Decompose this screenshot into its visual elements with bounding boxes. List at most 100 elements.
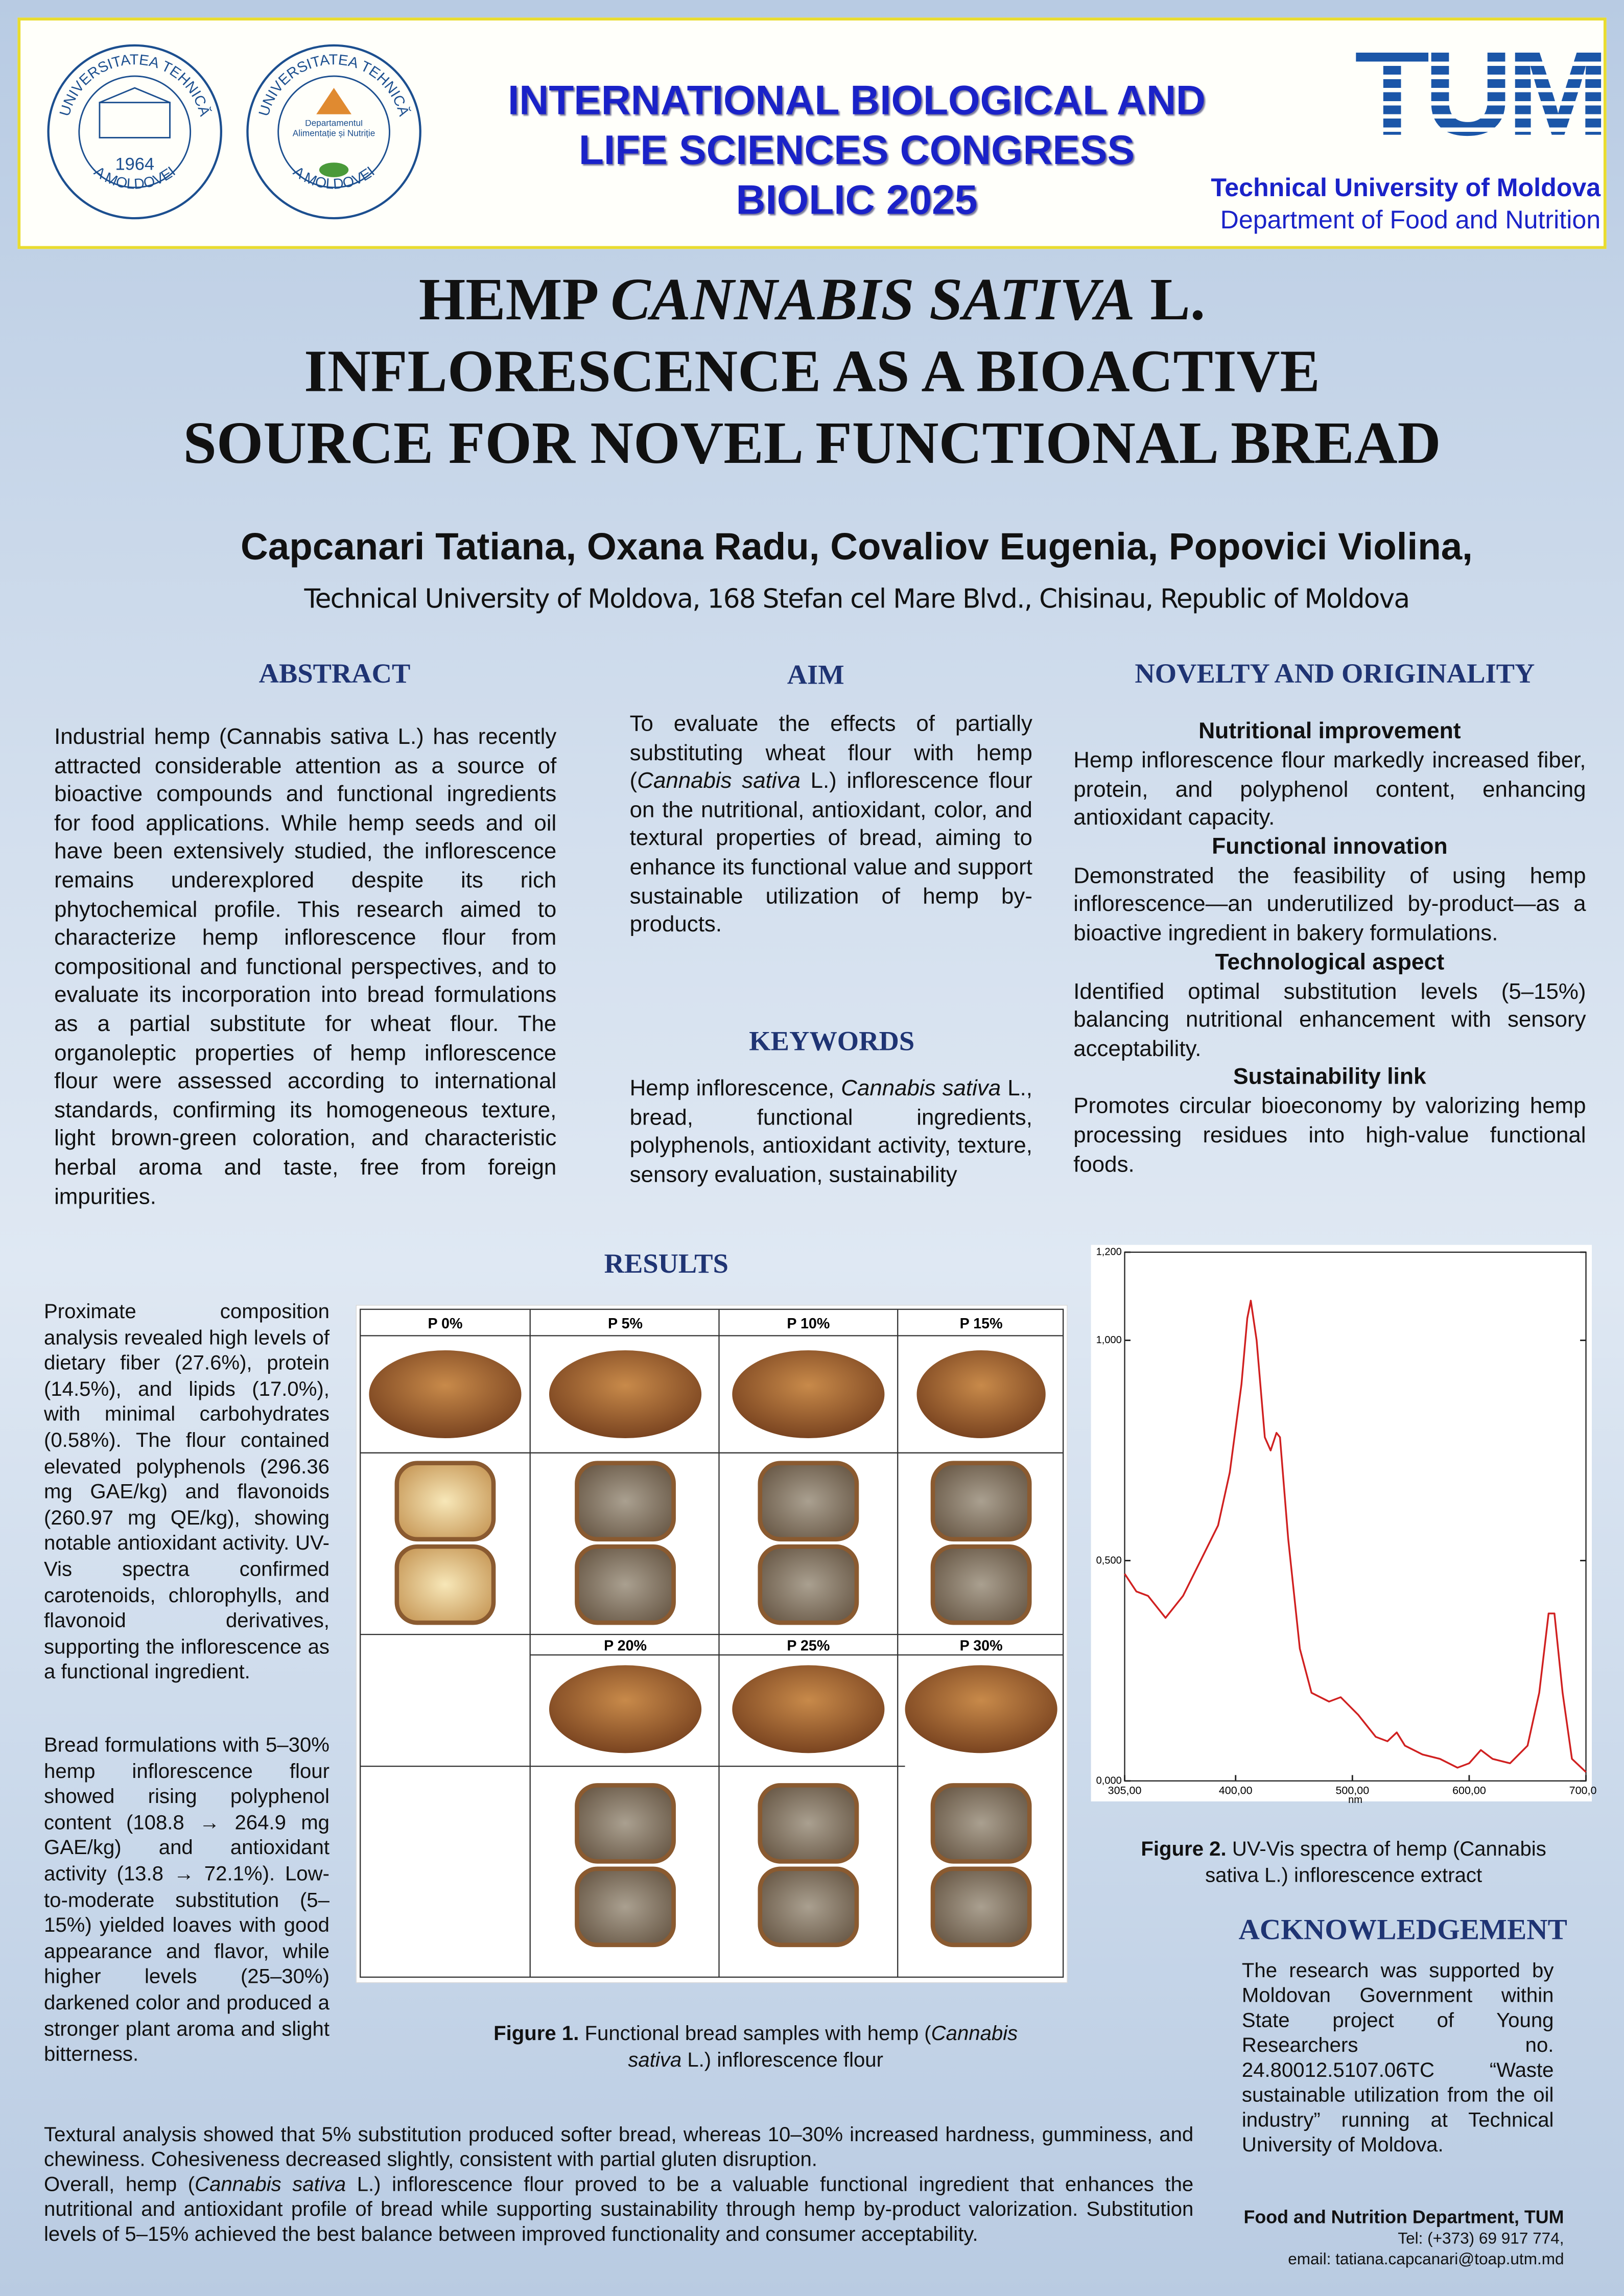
university-block: Technical University of Moldova Departme… [1211,171,1601,236]
chart-background [1091,1245,1592,1801]
bread-loaf [549,1665,702,1753]
bread-loaf [549,1350,702,1439]
sample-label: P 5% [608,1316,643,1332]
text: Functional bread samples with hemp ( [579,2021,931,2045]
sample-label: P 15% [960,1316,1003,1332]
bread-loaf [732,1665,885,1753]
logo-year: 1964 [115,155,154,174]
bread-slice [575,1461,676,1542]
title-text: CANNABIS SATIVA [610,265,1135,333]
contact-dept: Food and Nutrition Department, TUM [1243,2207,1564,2228]
logo-text: UNIVERSITATEA TEHNICĂ [57,52,214,119]
text: L.) inflorescence flour proved to be a v… [43,2172,1194,2245]
bread-slice [575,1544,676,1625]
section-heading: KEYWORDS [749,1026,915,1058]
text: Figure 1. [493,2021,579,2045]
bread-slice [758,1544,859,1625]
novelty-text: Identified optimal substitution levels (… [1073,979,1586,1062]
text: Cannabis sativa [841,1076,1001,1102]
congress-line: INTERNATIONAL BIOLOGICAL AND [507,77,1206,123]
conclusion-text: Overall, hemp (Cannabis sativa L.) inflo… [44,2172,1193,2246]
header-box [17,17,1607,249]
text: To evaluate the effects of partially sub… [629,712,1032,794]
aim-text: To evaluate the effects of partially sub… [630,710,1032,940]
novelty-text: Demonstrated the feasibility of using he… [1073,863,1586,946]
discussion: Textural analysis showed that 5% substit… [44,2122,1193,2247]
text: Hemp inflorescence, [629,1076,841,1102]
title-text: L. [1135,265,1206,333]
title-line: HEMP CANNABIS SATIVA L. [0,264,1624,334]
y-tick-label: 1,200 [1096,1247,1122,1258]
logo-utm: UNIVERSITATEA TEHNICĂ A MOLDOVEI 1964 [47,44,223,220]
discussion-text: Textural analysis showed that 5% substit… [43,2122,1194,2171]
bread-slice [758,1866,859,1948]
text: L.) inflorescence flour [681,2047,884,2071]
y-tick-label: 0,500 [1096,1555,1122,1566]
department-name: Department of Food and Nutrition [1220,205,1601,235]
bread-slice [394,1544,496,1625]
sample-label: P 10% [787,1316,830,1332]
x-axis-label: nm [1348,1794,1362,1806]
sample-label: P 0% [428,1316,462,1332]
bread-slice [930,1783,1032,1864]
section-heading: RESULTS [604,1249,728,1280]
logo-text: UNIVERSITATEA TEHNICĂ [57,52,214,119]
plot-frame [1124,1251,1587,1782]
sample-label: P 20% [604,1638,647,1654]
bread-slice [575,1866,676,1948]
affiliation: Technical University of Moldova, 168 Ste… [304,584,1410,615]
acknowledgement-text: The research was supported by Moldovan G… [1241,1958,1554,2156]
y-tick-label: 0,000 [1096,1775,1122,1787]
x-tick-label: 400,00 [1219,1785,1253,1797]
figure-2-chart: 0,000 0,500 1,000 1,200 305,00 400,00 500,00 60… [1091,1245,1596,1806]
bread-slice [575,1783,676,1864]
text: UV-Vis spectra of hemp (Cannabis sativa … [1205,1836,1546,1887]
sample-label: P 25% [787,1638,830,1654]
bread-loaf [732,1350,885,1439]
text: Cannabis sativa [195,2172,346,2196]
keywords-text: Hemp inflorescence, Cannabis sativa L., … [630,1075,1032,1190]
bread-slice [930,1544,1032,1625]
novelty-text: Promotes circular bioeconomy by valorizi… [1073,1094,1586,1177]
results-text: Proximate composition analysis revealed … [43,1299,329,1683]
novelty-heading: Sustainability link [1233,1065,1426,1090]
logo-department: UNIVERSITATEA TEHNICĂ A MOLDOVEI Departa… [246,44,421,220]
novelty-text: Hemp inflorescence flour markedly increa… [1073,748,1586,831]
authors: Capcanari Tatiana, Oxana Radu, Covaliov … [240,524,1473,569]
section-heading: NOVELTY AND ORIGINALITY [1135,659,1535,690]
bread-slice [930,1866,1032,1948]
sample-label: P 30% [960,1638,1003,1654]
tum-logo: TUM [1354,23,1610,161]
title-line: SOURCE FOR NOVEL FUNCTIONAL BREAD [183,408,1441,476]
novelty-heading: Nutritional improvement [1198,719,1461,744]
novelty-heading: Functional innovation [1212,834,1448,860]
contact: Food and Nutrition Department, TUM Tel: … [1244,2206,1564,2270]
x-tick-label: 600,00 [1452,1785,1486,1797]
bread-loaf [916,1350,1046,1439]
section-heading: ABSTRACT [258,659,411,690]
title-line: INFLORESCENCE AS A BIOACTIVE [304,337,1320,405]
figure-2-caption: Figure 2. UV-Vis spectra of hemp (Cannab… [1120,1835,1567,1888]
bread-slice [758,1461,859,1542]
contact-email: email: tatiana.capcanari@toap.utm.md [1288,2251,1564,2269]
logo-text: Departamentul Alimentație și Nutriție [292,120,375,139]
text: Overall, hemp ( [43,2172,195,2196]
figure-1-caption: Figure 1. Functional bread samples with … [483,2020,1028,2072]
novelty-heading: Technological aspect [1215,950,1445,975]
abstract-text: Industrial hemp (Cannabis sativa L.) has… [54,724,557,1209]
congress-line: LIFE SCIENCES CONGRESS [578,127,1135,173]
text: L., bread, functional ingredients, polyp… [629,1076,1032,1188]
figure-1: P 0% P 5% P 10% P 15% P 20% P 25% P 30% [356,1305,1068,1983]
bread-slice [930,1461,1032,1542]
bread-loaf [369,1350,522,1439]
section-heading: ACKNOWLEDGEMENT [1238,1914,1567,1947]
text: Cannabis sativa [628,2021,1018,2071]
novelty-list: Nutritional improvement Hemp inflorescenc… [1073,718,1586,1179]
section-heading: AIM [787,660,844,692]
bread-slice [758,1783,859,1864]
results-text: Bread formulations with 5–30% hemp inflo… [43,1732,329,2066]
bread-loaf [905,1665,1057,1753]
